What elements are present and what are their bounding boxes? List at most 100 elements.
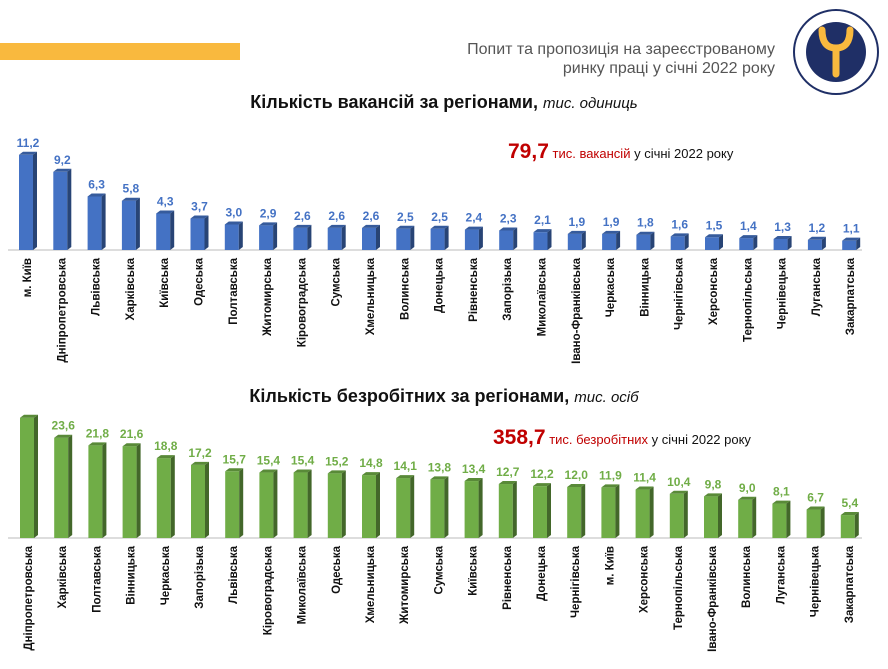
title-line-2: ринку праці у січні 2022 року xyxy=(562,60,775,77)
category-label: Сумська xyxy=(433,545,445,594)
data-label: 12,0 xyxy=(565,468,589,482)
data-label: 1,2 xyxy=(809,221,826,235)
bar-top xyxy=(259,222,278,226)
bar-side xyxy=(821,236,826,250)
bar-front xyxy=(635,489,650,538)
category-label: Херсонська xyxy=(708,257,720,325)
bar-side xyxy=(170,455,175,538)
bar-top xyxy=(259,469,278,473)
data-label: 23,6 xyxy=(52,419,76,433)
bar-top xyxy=(567,230,586,234)
bar-front xyxy=(430,479,445,538)
bar-side xyxy=(68,434,73,538)
bar-side xyxy=(376,472,380,538)
bar xyxy=(567,230,586,250)
bar xyxy=(635,486,654,538)
bar xyxy=(704,493,722,538)
bar xyxy=(362,224,380,250)
data-label: 14,1 xyxy=(394,459,418,473)
bar-front xyxy=(499,230,514,250)
bar-front xyxy=(738,499,753,538)
data-label: 1,9 xyxy=(603,215,620,229)
category-label: Тернопільська xyxy=(673,545,685,630)
data-label: 15,7 xyxy=(223,452,247,466)
data-label: 6,7 xyxy=(807,491,824,505)
data-label: 13,4 xyxy=(462,462,486,476)
bar-front xyxy=(259,225,274,250)
bar-side xyxy=(410,225,415,250)
bar xyxy=(840,512,859,538)
category-label: Черкаська xyxy=(160,545,172,605)
category-label: Полтавська xyxy=(228,257,240,324)
data-label: 13,8 xyxy=(428,460,452,474)
bar-front xyxy=(259,472,274,538)
bar xyxy=(293,224,312,250)
category-label: Закарпатська xyxy=(845,257,857,335)
bar xyxy=(190,215,209,250)
total-value: 358,7 xyxy=(493,426,546,449)
category-label: Запорізька xyxy=(194,545,206,608)
data-label: 2,4 xyxy=(466,211,483,225)
bar xyxy=(842,237,861,250)
bar-top xyxy=(430,225,449,229)
data-label: 1,5 xyxy=(706,218,723,232)
data-label: 11,9 xyxy=(599,468,622,482)
total-value: 79,7 xyxy=(508,140,549,163)
unemployed-bar-chart: 28,3Дніпропетровська23,6Харківська21,8По… xyxy=(8,414,862,652)
bar-top xyxy=(739,235,758,239)
bar xyxy=(191,461,209,538)
bar-top xyxy=(87,193,106,197)
data-label: 1,3 xyxy=(774,220,791,234)
category-label: Миколаївська xyxy=(537,257,549,336)
data-label: 15,4 xyxy=(257,454,281,468)
total-unemployed: 358,7 тис. безробітних у січні 2022 року xyxy=(493,426,751,450)
bar-front xyxy=(53,171,68,250)
category-label: Дніпропетровська xyxy=(23,545,35,650)
bar-side xyxy=(101,193,106,250)
category-label: Херсонська xyxy=(639,545,651,613)
bar xyxy=(772,500,791,538)
bar-side xyxy=(512,481,517,538)
bar xyxy=(430,476,449,538)
bar-side xyxy=(170,210,175,250)
bar-side xyxy=(616,230,621,250)
category-label: Харківська xyxy=(125,257,137,320)
bar-side xyxy=(820,506,825,538)
bar-front xyxy=(498,484,513,538)
bar xyxy=(567,484,586,538)
category-label: Вінницька xyxy=(126,545,138,604)
bar-front xyxy=(464,229,479,250)
bar-side xyxy=(581,230,586,250)
category-label: Луганська xyxy=(811,257,823,316)
category-label: Рівненська xyxy=(468,257,480,321)
bar-front xyxy=(122,446,137,538)
bar-side xyxy=(444,476,449,538)
vacancies-bar-chart: 11,2 м. Київ 9,2 Дніпропетровська 6,3 Львівсь… xyxy=(8,136,862,364)
category-label: Рівненська xyxy=(502,545,514,609)
bar-front xyxy=(807,239,822,250)
bar-side xyxy=(307,469,312,538)
category-label: Харківська xyxy=(57,545,69,608)
bar-top xyxy=(156,455,175,459)
data-label: 11,4 xyxy=(633,471,656,485)
bar-side xyxy=(547,229,552,250)
bar xyxy=(88,442,107,538)
category-label: м. Київ xyxy=(604,546,616,585)
employment-service-logo xyxy=(793,9,879,95)
bar-side xyxy=(650,231,655,250)
bar xyxy=(533,229,552,250)
bar-top xyxy=(773,235,792,239)
bar-side xyxy=(684,233,689,250)
bar-front xyxy=(293,227,308,250)
bar-front xyxy=(533,232,548,250)
bar-side xyxy=(33,151,37,250)
bar-side xyxy=(410,475,415,538)
bar-front xyxy=(601,487,616,538)
bar-side xyxy=(273,469,278,538)
bar xyxy=(670,233,689,250)
bar-top xyxy=(191,461,209,465)
bar xyxy=(293,469,312,538)
chart-title: Кількість безробітних за регіонами xyxy=(249,386,565,406)
bar-side xyxy=(649,486,654,538)
bar-front xyxy=(670,236,685,250)
